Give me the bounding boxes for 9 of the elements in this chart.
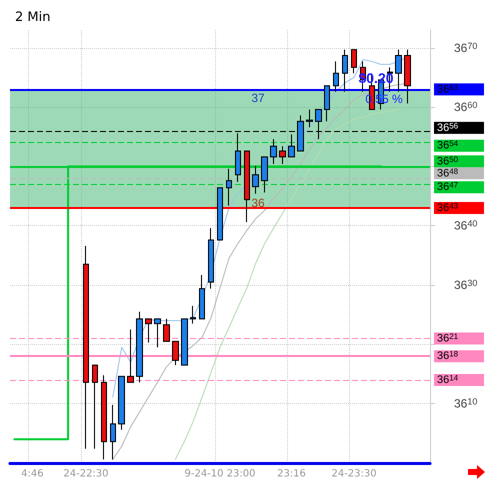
annotation: 0.55 %	[365, 92, 404, 106]
annotation: 37	[251, 91, 265, 105]
x-tick-label: 23:16	[277, 468, 306, 480]
x-tick-label: 9-24-10 23:00	[184, 468, 256, 480]
x-tick-label: 24-23:30	[331, 468, 377, 480]
x-tick-label: 4:46	[21, 468, 44, 480]
annotation: 36	[251, 196, 265, 210]
x-tick-label: 24-22:30	[63, 468, 109, 480]
chart-title: 2 Min	[15, 10, 50, 25]
